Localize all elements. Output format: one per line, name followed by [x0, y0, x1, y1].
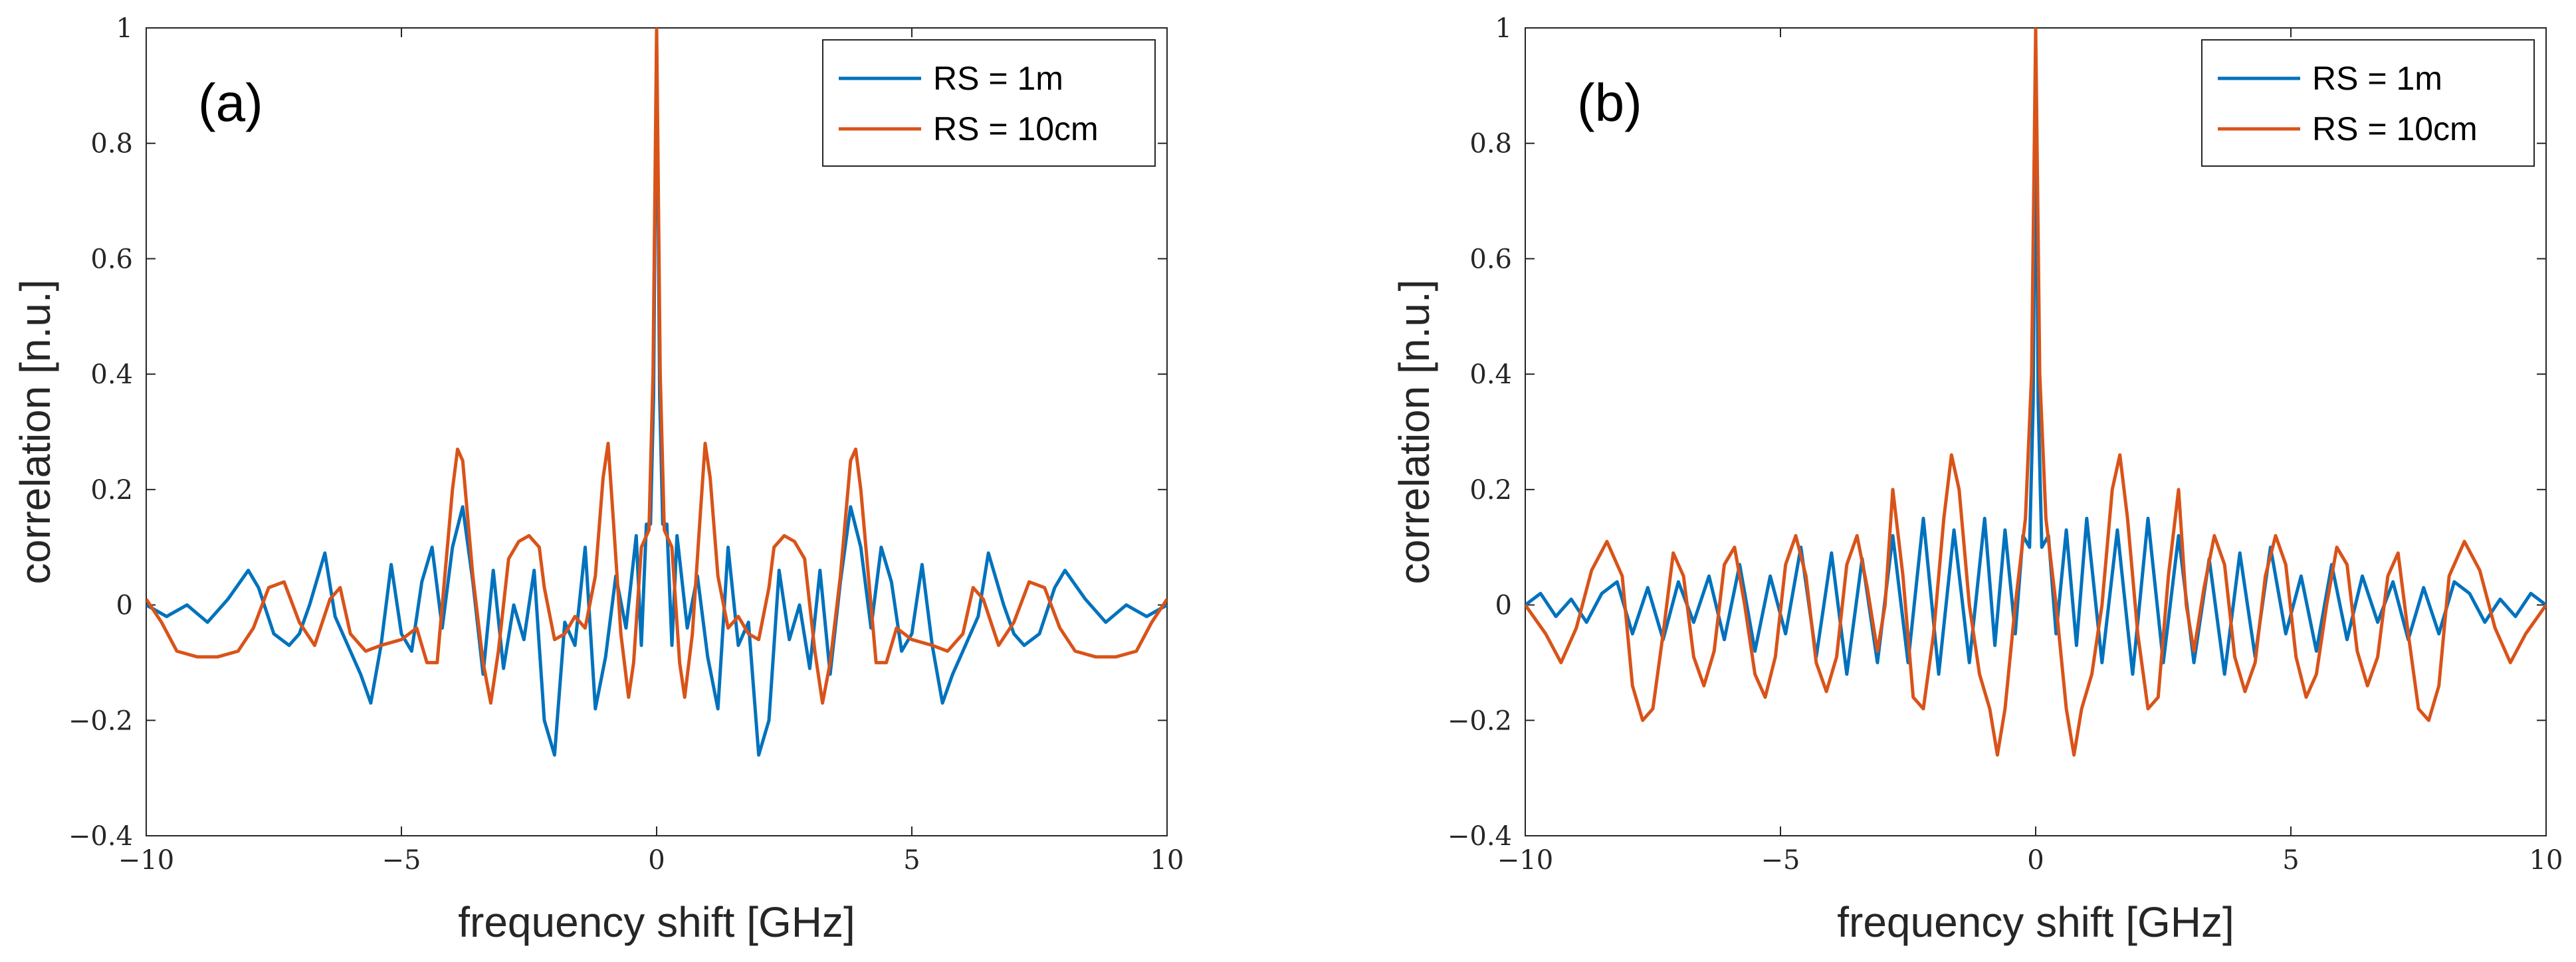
x-tick-label: −5	[382, 845, 421, 876]
panel-a: −10 −5 0 5 10 −0.4 −0.2 0 0.2 0.4 0.6 0.8 1 frequency…	[11, 13, 1184, 946]
y-tick-label: −0.2	[1448, 706, 1512, 736]
y-tick-label: 0.2	[90, 475, 133, 506]
y-tick-label: 1	[116, 13, 133, 44]
legend-box	[822, 39, 1156, 167]
legend-entry-label: RS = 1m	[933, 60, 1063, 97]
y-tick-label: 1	[1495, 13, 1512, 44]
x-tick-label: −10	[118, 845, 174, 876]
panel-b: −10 −5 0 5 10 −0.4 −0.2 0 0.2 0.4 0.6 0.8 1 frequency…	[1390, 13, 2563, 946]
y-tick-label: −0.4	[1448, 821, 1512, 852]
panel-label: (b)	[1577, 73, 1642, 132]
x-tick-label: 10	[1150, 845, 1184, 876]
y-tick-label: 0	[1495, 591, 1512, 621]
y-tick-label: 0.6	[1469, 244, 1512, 274]
legend-entry-label: RS = 10cm	[933, 110, 1099, 147]
x-tick-label: 0	[2027, 845, 2044, 876]
legend-box	[2201, 39, 2535, 167]
y-tick-label: 0.6	[90, 244, 133, 274]
y-tick-label: 0.8	[90, 129, 133, 159]
y-tick-label: 0.8	[1469, 129, 1512, 159]
x-tick-label: 5	[903, 845, 920, 876]
legend-entry-label: RS = 1m	[2312, 60, 2442, 97]
series-line-rs-10cm	[146, 28, 1167, 705]
y-tick-label: 0	[116, 591, 133, 621]
y-tick-label: 0.4	[90, 359, 133, 390]
y-tick-label: 0.2	[1469, 475, 1512, 506]
x-tick-label: 0	[648, 845, 665, 876]
y-tick-label: 0.4	[1469, 359, 1512, 390]
x-tick-label: −5	[1761, 845, 1800, 876]
x-tick-label: 10	[2529, 845, 2563, 876]
legend-entry-label: RS = 10cm	[2312, 110, 2478, 147]
x-axis-label: frequency shift [GHz]	[1837, 898, 2234, 946]
panel-label: (a)	[198, 73, 263, 132]
y-axis-label: correlation [n.u.]	[1390, 280, 1438, 585]
x-axis-label: frequency shift [GHz]	[458, 898, 855, 946]
x-tick-label: −10	[1497, 845, 1553, 876]
series-line-rs-10cm	[1525, 28, 2546, 757]
y-axis-label: correlation [n.u.]	[11, 280, 59, 585]
y-tick-label: −0.4	[68, 821, 133, 852]
y-tick-label: −0.2	[68, 706, 133, 736]
x-tick-label: 5	[2282, 845, 2299, 876]
